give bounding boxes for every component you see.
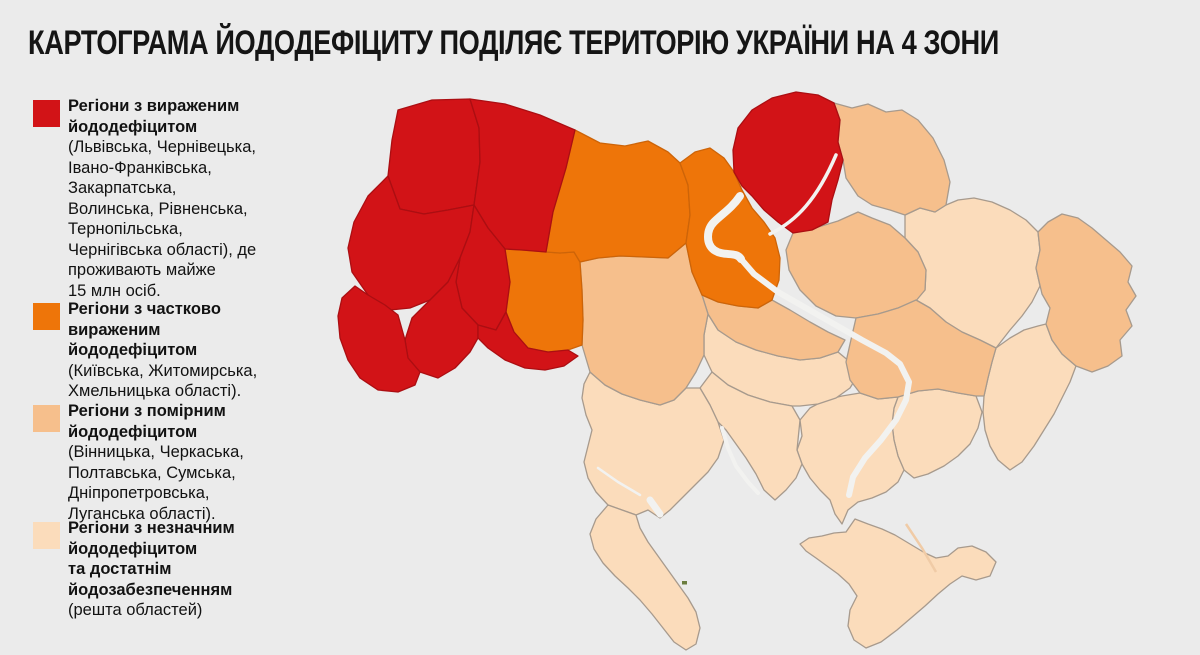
region-donetsk [982,323,1077,471]
region-zakarpattia [337,285,421,393]
dniester-river [596,466,642,497]
legend: Регіони з вираженим йододефіцитом (Львів… [0,0,340,655]
region-mykolaiv [699,371,803,501]
region-crimea [799,518,997,649]
desna-river [768,153,838,236]
legend-item-zone3: Регіони з помірним йододефіцитом (Вінниц… [33,401,318,524]
region-luhansk [1035,213,1137,373]
region-poltava [785,211,927,319]
legend-text-zone1: Регіони з вираженим йододефіцитом (Львів… [68,96,318,301]
region-chernihiv [732,91,844,234]
legend-swatch-zone3 [33,405,60,432]
region-dnipropetrovsk [845,299,997,400]
dniester-estuary [646,496,664,518]
legend-text-zone4: Регіони з незначним йододефіцитом та дос… [68,518,318,621]
region-rivne [469,98,576,253]
legend-text-zone3: Регіони з помірним йододефіцитом (Вінниц… [68,401,318,524]
region-volyn [387,98,481,215]
legend-swatch-zone4 [33,522,60,549]
region-chernivtsi [477,311,579,371]
legend-body: (Вінницька, Черкаська, Полтавська, Сумсь… [68,443,244,523]
region-zhytomyr [545,129,691,263]
region-kherson [796,392,905,525]
region-kyiv [679,147,781,309]
dnieper-river [738,256,912,498]
legend-heading: Регіони з незначним йододефіцитом та дос… [68,519,235,599]
southern-buh-river [720,426,760,495]
legend-text-zone2: Регіони з частково вираженим йододефіцит… [68,299,318,402]
legend-heading: Регіони з помірним йододефіцитом [68,402,226,441]
arabat-spit [904,523,938,573]
page-title: КАРТОГРАМА ЙОДОДЕФІЦИТУ ПОДІЛЯЄ ТЕРИТОРІ… [28,24,999,62]
region-sumy [833,102,951,216]
region-odesa-budjak [589,504,701,651]
legend-swatch-zone2 [33,303,60,330]
legend-swatch-zone1 [33,100,60,127]
legend-item-zone4: Регіони з незначним йододефіцитом та дос… [33,518,318,621]
legend-body: (Львівська, Чернівецька, Івано-Франківсь… [68,138,257,300]
kyiv-reservoir [704,192,745,263]
legend-item-zone1: Регіони з вираженим йододефіцитом (Львів… [33,96,318,301]
legend-heading: Регіони з частково вираженим йододефіцит… [68,300,221,359]
legend-body: (решта областей) [68,601,203,619]
legend-heading: Регіони з вираженим йододефіцитом [68,97,240,136]
legend-item-zone2: Регіони з частково вираженим йододефіцит… [33,299,318,402]
region-vinnytsia [579,242,709,406]
snake-island-dot [682,581,687,585]
legend-body: (Київська, Житомирська, Хмельницька обла… [68,361,258,401]
